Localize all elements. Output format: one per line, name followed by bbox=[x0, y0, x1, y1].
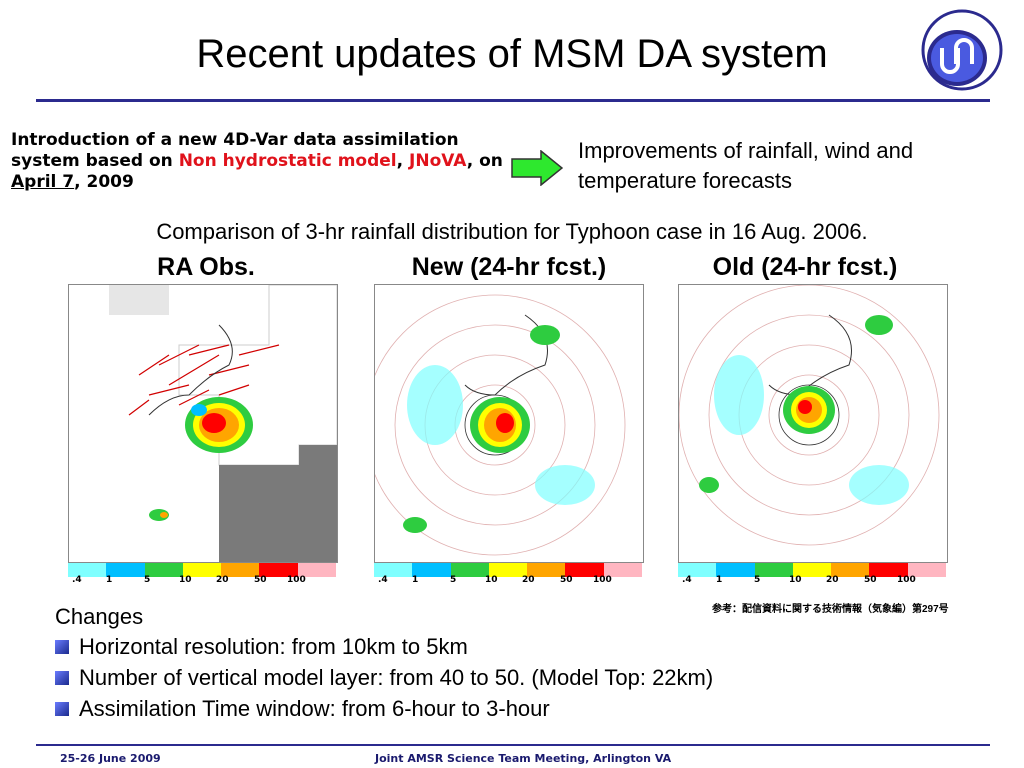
colorbar-swatch bbox=[259, 563, 298, 577]
colorbar-tick: .4 bbox=[72, 575, 82, 585]
panel-label-old: Old (24-hr fcst.) bbox=[712, 253, 898, 281]
colorbar-tick: 10 bbox=[485, 575, 498, 585]
colorbar-tick: 1 bbox=[106, 575, 113, 585]
colorbar-tick: 5 bbox=[754, 575, 761, 585]
improvements-text: Improvements of rainfall, wind and tempe… bbox=[578, 138, 914, 193]
changes-item: Horizontal resolution: from 10km to 5km bbox=[55, 634, 468, 660]
colorbar-tick: 100 bbox=[897, 575, 916, 585]
colorbar-tick: 50 bbox=[254, 575, 267, 585]
comparison-caption: Comparison of 3-hr rainfall distribution… bbox=[156, 219, 868, 244]
intro-date: April 7 bbox=[11, 172, 75, 192]
rainfall-map-new-forecast bbox=[374, 284, 644, 563]
colorbar-swatch bbox=[182, 563, 222, 577]
colorbar-swatch bbox=[869, 563, 908, 577]
colorbar-ticks-old: .4 1 5 10 20 50 100 bbox=[678, 575, 946, 589]
footer-divider bbox=[36, 744, 990, 746]
panel-label-ra-obs: RA Obs. bbox=[157, 253, 255, 281]
slide-title: Recent updates of MSM DA system bbox=[196, 32, 828, 76]
intro-text: Introduction of a new 4D-Var data assimi… bbox=[11, 130, 506, 193]
colorbar-ra-obs bbox=[68, 563, 336, 577]
bullet-icon bbox=[55, 640, 69, 654]
colorbar-swatch bbox=[716, 563, 755, 577]
footer-date: 25-26 June 2009 bbox=[60, 752, 161, 765]
colorbar-tick: 5 bbox=[450, 575, 457, 585]
colorbar-tick: 20 bbox=[522, 575, 535, 585]
changes-item: Assimilation Time window: from 6-hour to… bbox=[55, 696, 550, 722]
agency-logo-icon bbox=[921, 9, 1003, 91]
colorbar-swatch bbox=[106, 563, 145, 577]
colorbar-tick: 5 bbox=[144, 575, 151, 585]
rainfall-map-ra-obs bbox=[68, 284, 338, 563]
colorbar-tick: .4 bbox=[378, 575, 388, 585]
colorbar-tick: 20 bbox=[826, 575, 839, 585]
colorbar-swatch bbox=[792, 563, 832, 577]
colorbar-tick: 50 bbox=[560, 575, 573, 585]
colorbar-tick: 10 bbox=[789, 575, 802, 585]
intro-part: , on bbox=[466, 151, 503, 171]
bullet-icon bbox=[55, 702, 69, 716]
intro-part: , 2009 bbox=[74, 172, 134, 192]
colorbar-ticks-ra-obs: .4 1 5 10 20 50 100 bbox=[68, 575, 336, 589]
changes-item: Number of vertical model layer: from 40 … bbox=[55, 665, 713, 691]
colorbar-tick: 100 bbox=[593, 575, 612, 585]
colorbar-old bbox=[678, 563, 946, 577]
colorbar-swatch bbox=[831, 563, 870, 577]
colorbar-tick: 10 bbox=[179, 575, 192, 585]
changes-heading: Changes bbox=[55, 604, 144, 629]
intro-part: , bbox=[396, 151, 410, 171]
colorbar-swatch bbox=[527, 563, 566, 577]
colorbar-swatch bbox=[754, 563, 793, 577]
colorbar-swatch bbox=[450, 563, 489, 577]
colorbar-new bbox=[374, 563, 642, 577]
colorbar-ticks-new: .4 1 5 10 20 50 100 bbox=[374, 575, 642, 589]
colorbar-swatch bbox=[374, 563, 413, 577]
colorbar-tick: 1 bbox=[716, 575, 723, 585]
colorbar-swatch bbox=[565, 563, 604, 577]
right-arrow-icon bbox=[511, 150, 563, 186]
colorbar-tick: 1 bbox=[412, 575, 419, 585]
rainfall-map-old-forecast bbox=[678, 284, 948, 563]
changes-item-text: Horizontal resolution: from 10km to 5km bbox=[79, 634, 468, 659]
colorbar-tick: .4 bbox=[682, 575, 692, 585]
bullet-icon bbox=[55, 671, 69, 685]
colorbar-swatch bbox=[603, 563, 642, 577]
intro-model-name: Non hydrostatic model bbox=[178, 151, 397, 171]
intro-system-name: JNoVA bbox=[409, 151, 467, 171]
colorbar-swatch bbox=[297, 563, 336, 577]
colorbar-swatch bbox=[488, 563, 528, 577]
intro-part: Introduction of a new 4D-Var data assimi… bbox=[11, 130, 459, 171]
panel-label-new: New (24-hr fcst.) bbox=[411, 253, 607, 281]
changes-item-text: Number of vertical model layer: from 40 … bbox=[79, 665, 714, 690]
colorbar-tick: 20 bbox=[216, 575, 229, 585]
footer-meeting: Joint AMSR Science Team Meeting, Arlingt… bbox=[375, 752, 672, 765]
changes-item-text: Assimilation Time window: from 6-hour to… bbox=[79, 696, 550, 721]
colorbar-swatch bbox=[678, 563, 717, 577]
colorbar-swatch bbox=[68, 563, 107, 577]
colorbar-tick: 50 bbox=[864, 575, 877, 585]
colorbar-swatch bbox=[907, 563, 946, 577]
title-divider bbox=[36, 99, 990, 102]
colorbar-swatch bbox=[221, 563, 260, 577]
reference-note: 参考：配信資料に関する技術情報（気象編）第297号 bbox=[712, 604, 949, 615]
colorbar-swatch bbox=[144, 563, 183, 577]
colorbar-swatch bbox=[412, 563, 451, 577]
colorbar-tick: 100 bbox=[287, 575, 306, 585]
